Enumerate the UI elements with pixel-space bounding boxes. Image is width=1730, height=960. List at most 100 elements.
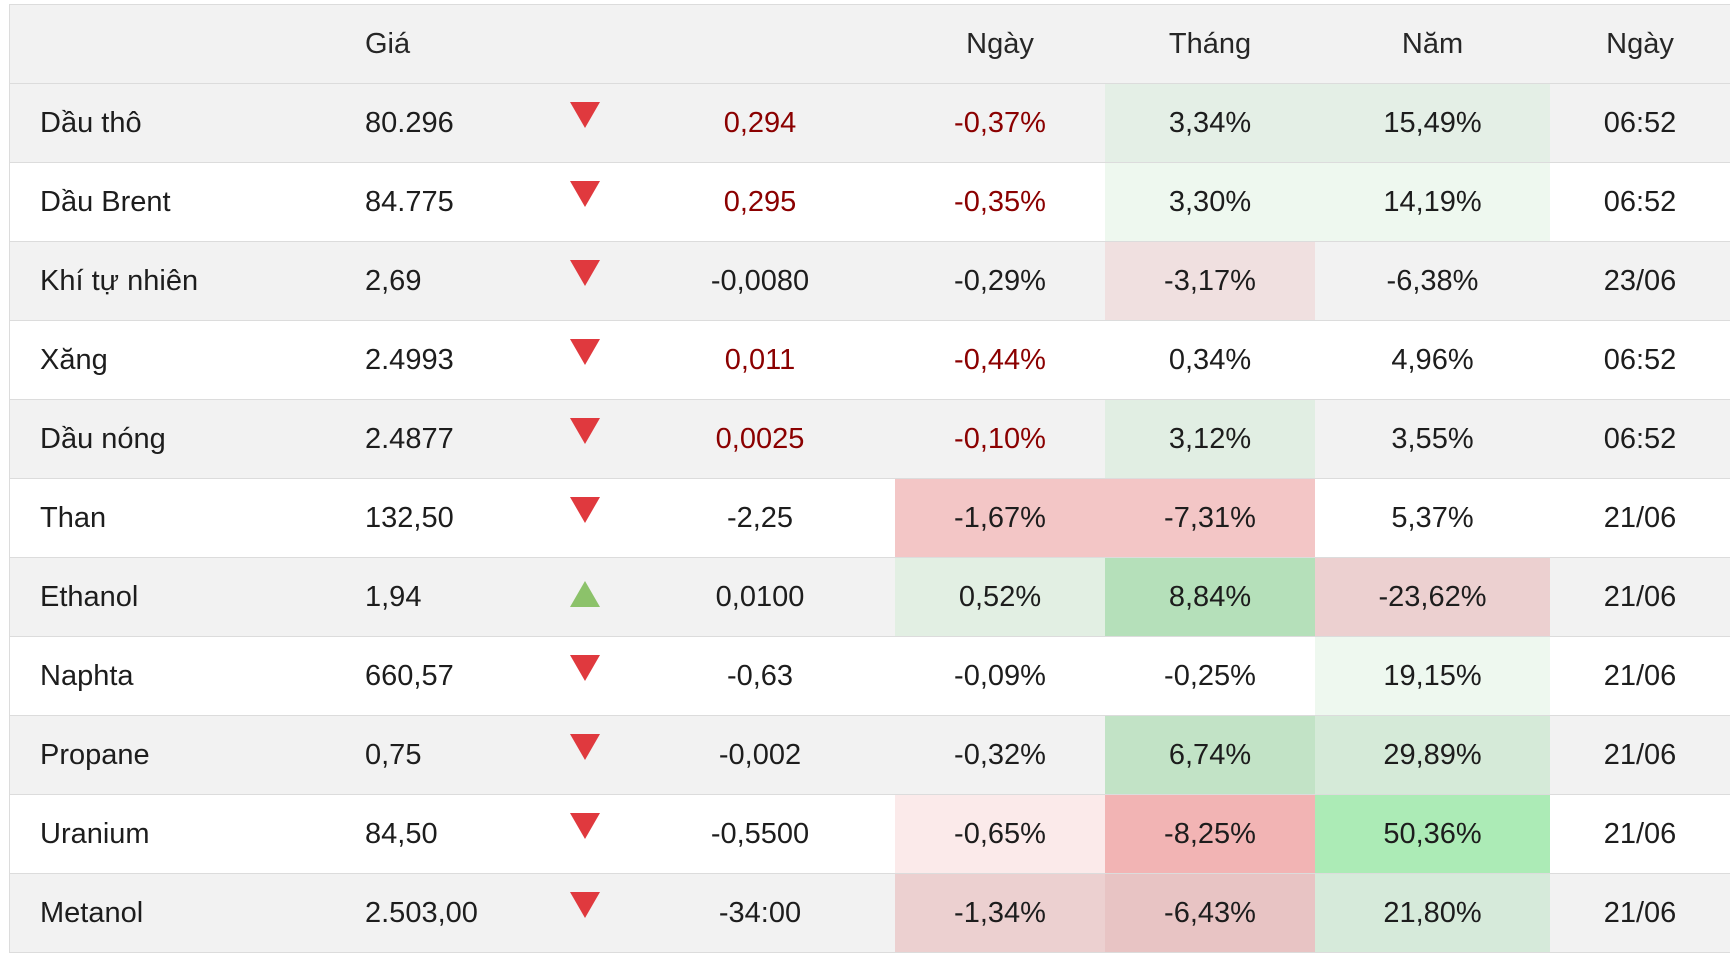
arrow-down-icon — [570, 180, 600, 207]
commodity-name-link[interactable]: Dầu Brent — [10, 162, 330, 242]
header-change[interactable] — [625, 5, 895, 84]
direction-cell — [545, 320, 625, 400]
table-row[interactable]: Dầu nóng 2.4877 0,0025 -0,10% 3,12% 3,55% 06:5… — [10, 399, 1730, 479]
day-change-cell: -0,29% — [895, 241, 1105, 321]
price-cell: 660,57 — [330, 636, 545, 716]
table-row[interactable]: Dầu Brent 84.775 0,295 -0,35% 3,30% 14,19% 06:… — [10, 162, 1730, 242]
table-row[interactable]: Naphta 660,57 -0,63 -0,09% -0,25% 19,15% 21/06 — [10, 636, 1730, 716]
table-row[interactable]: Metanol 2.503,00 -34:00 -1,34% -6,43% 21,80% 2… — [10, 873, 1730, 953]
arrow-down-icon — [570, 654, 600, 681]
commodities-table: Giá Ngày Tháng Năm Ngày Dầu thô 80.296 0,2… — [10, 5, 1730, 953]
change-cell: -0,5500 — [625, 794, 895, 874]
commodity-name-link[interactable]: Metanol — [10, 873, 330, 953]
table-row[interactable]: Than 132,50 -2,25 -1,67% -7,31% 5,37% 21/06 — [10, 478, 1730, 558]
commodity-name-link[interactable]: Xăng — [10, 320, 330, 400]
direction-cell — [545, 715, 625, 795]
table-row[interactable]: Uranium 84,50 -0,5500 -0,65% -8,25% 50,36% 21/… — [10, 794, 1730, 874]
arrow-down-icon — [570, 812, 600, 839]
direction-cell — [545, 162, 625, 242]
commodity-name-link[interactable]: Naphta — [10, 636, 330, 716]
day-change-cell: 0,52% — [895, 557, 1105, 637]
month-change-cell: 3,30% — [1105, 162, 1315, 242]
direction-cell — [545, 83, 625, 163]
time-cell: 21/06 — [1550, 873, 1730, 953]
commodity-name-link[interactable]: Dầu thô — [10, 83, 330, 163]
arrow-down-icon — [570, 101, 600, 128]
month-change-cell: 8,84% — [1105, 557, 1315, 637]
table-row[interactable]: Xăng 2.4993 0,011 -0,44% 0,34% 4,96% 06:52 — [10, 320, 1730, 400]
arrow-down-icon — [570, 259, 600, 286]
change-cell: 0,295 — [625, 162, 895, 242]
change-cell: 0,011 — [625, 320, 895, 400]
change-cell: -0,63 — [625, 636, 895, 716]
price-cell: 132,50 — [330, 478, 545, 558]
direction-cell — [545, 794, 625, 874]
time-cell: 06:52 — [1550, 162, 1730, 242]
header-row: Giá Ngày Tháng Năm Ngày — [10, 5, 1730, 84]
month-change-cell: -8,25% — [1105, 794, 1315, 874]
header-year-change[interactable]: Năm — [1315, 5, 1550, 84]
price-cell: 2.4877 — [330, 399, 545, 479]
change-cell: 0,0025 — [625, 399, 895, 479]
direction-cell — [545, 636, 625, 716]
arrow-down-icon — [570, 733, 600, 760]
table-row[interactable]: Khí tự nhiên 2,69 -0,0080 -0,29% -3,17% -6,38… — [10, 241, 1730, 321]
day-change-cell: -0,35% — [895, 162, 1105, 242]
year-change-cell: 15,49% — [1315, 83, 1550, 163]
month-change-cell: -3,17% — [1105, 241, 1315, 321]
table-body: Dầu thô 80.296 0,294 -0,37% 3,34% 15,49% 06:52… — [10, 83, 1730, 953]
header-month-change[interactable]: Tháng — [1105, 5, 1315, 84]
table-row[interactable]: Dầu thô 80.296 0,294 -0,37% 3,34% 15,49% 06:52 — [10, 83, 1730, 163]
time-cell: 21/06 — [1550, 794, 1730, 874]
day-change-cell: -0,10% — [895, 399, 1105, 479]
day-change-cell: -0,09% — [895, 636, 1105, 716]
time-cell: 06:52 — [1550, 83, 1730, 163]
commodity-name-link[interactable]: Propane — [10, 715, 330, 795]
commodity-name-link[interactable]: Dầu nóng — [10, 399, 330, 479]
direction-cell — [545, 399, 625, 479]
day-change-cell: -0,32% — [895, 715, 1105, 795]
change-cell: -34:00 — [625, 873, 895, 953]
month-change-cell: -0,25% — [1105, 636, 1315, 716]
commodities-table-container: Giá Ngày Tháng Năm Ngày Dầu thô 80.296 0,2… — [9, 4, 1730, 953]
header-time[interactable]: Ngày — [1550, 5, 1730, 84]
time-cell: 06:52 — [1550, 320, 1730, 400]
header-day-change[interactable]: Ngày — [895, 5, 1105, 84]
price-cell: 2.4993 — [330, 320, 545, 400]
header-name[interactable] — [10, 5, 330, 84]
month-change-cell: -6,43% — [1105, 873, 1315, 953]
year-change-cell: 29,89% — [1315, 715, 1550, 795]
direction-cell — [545, 478, 625, 558]
price-cell: 84,50 — [330, 794, 545, 874]
commodity-name-link[interactable]: Than — [10, 478, 330, 558]
year-change-cell: 50,36% — [1315, 794, 1550, 874]
arrow-down-icon — [570, 417, 600, 444]
table-row[interactable]: Propane 0,75 -0,002 -0,32% 6,74% 29,89% 21/06 — [10, 715, 1730, 795]
header-direction — [545, 5, 625, 84]
time-cell: 21/06 — [1550, 715, 1730, 795]
arrow-down-icon — [570, 891, 600, 918]
time-cell: 21/06 — [1550, 557, 1730, 637]
direction-cell — [545, 241, 625, 321]
direction-cell — [545, 557, 625, 637]
commodity-name-link[interactable]: Uranium — [10, 794, 330, 874]
year-change-cell: 19,15% — [1315, 636, 1550, 716]
day-change-cell: -1,67% — [895, 478, 1105, 558]
arrow-up-icon — [570, 580, 600, 607]
change-cell: 0,294 — [625, 83, 895, 163]
day-change-cell: -0,44% — [895, 320, 1105, 400]
price-cell: 2,69 — [330, 241, 545, 321]
change-cell: -0,0080 — [625, 241, 895, 321]
header-price[interactable]: Giá — [330, 5, 545, 84]
month-change-cell: 6,74% — [1105, 715, 1315, 795]
year-change-cell: -23,62% — [1315, 557, 1550, 637]
commodity-name-link[interactable]: Khí tự nhiên — [10, 241, 330, 321]
table-row[interactable]: Ethanol 1,94 0,0100 0,52% 8,84% -23,62% 21/06 — [10, 557, 1730, 637]
month-change-cell: 0,34% — [1105, 320, 1315, 400]
arrow-down-icon — [570, 338, 600, 365]
time-cell: 06:52 — [1550, 399, 1730, 479]
time-cell: 21/06 — [1550, 478, 1730, 558]
year-change-cell: 3,55% — [1315, 399, 1550, 479]
commodity-name-link[interactable]: Ethanol — [10, 557, 330, 637]
change-cell: 0,0100 — [625, 557, 895, 637]
